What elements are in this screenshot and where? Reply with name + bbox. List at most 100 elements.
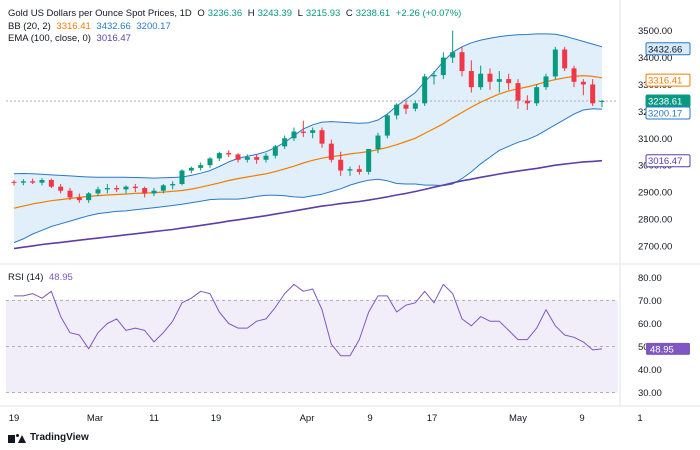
candle [328, 139, 334, 163]
candle [403, 100, 409, 115]
bb-lower-value: 3200.17 [136, 21, 171, 32]
candle [580, 79, 586, 96]
time-tick-label: Apr [300, 413, 315, 424]
ema-value: 3016.47 [96, 33, 131, 44]
high-label: H [247, 8, 255, 19]
candle [375, 132, 381, 154]
candle [160, 184, 166, 194]
candle-body [142, 188, 148, 194]
rsi-legend: RSI (14) 48.95 [8, 272, 76, 284]
price-tick-label: 3100.00 [638, 134, 672, 145]
bb-basis-tag-box [645, 73, 691, 87]
time-tick-label: 9 [367, 413, 372, 424]
time-tick-label: 17 [427, 413, 438, 424]
candle-body [198, 165, 204, 168]
bb-upper-price-tag: 3432.66 [645, 42, 691, 56]
candle [142, 186, 148, 198]
candle [11, 179, 17, 186]
time-tick-label: 19 [211, 413, 222, 424]
bb-label[interactable]: BB (20, 2) [8, 21, 51, 32]
candle-body [487, 73, 493, 82]
ema-legend: EMA (100, close, 0) 3016.47 [8, 33, 134, 45]
candle [506, 73, 512, 90]
candle-body [347, 169, 353, 171]
candle [562, 46, 568, 72]
candle-body [114, 188, 120, 190]
candle-body [440, 57, 446, 76]
candle-body [468, 71, 474, 88]
candle [30, 178, 36, 184]
candle [282, 135, 288, 150]
price-tick-label: 2800.00 [638, 214, 672, 225]
candle-body [216, 153, 222, 159]
bb-legend: BB (20, 2) 3316.41 3432.66 3200.17 [8, 21, 174, 33]
candle-body [412, 103, 418, 109]
price-tick-label: 3500.00 [638, 26, 672, 37]
candle [440, 52, 446, 80]
candle-body [524, 100, 530, 104]
high-value: 3243.39 [257, 8, 292, 19]
candle [198, 162, 204, 171]
bb-basis-tag-label: 3316.41 [648, 76, 682, 87]
ema-label[interactable]: EMA (100, close, 0) [8, 33, 91, 44]
candle [272, 145, 278, 159]
candle [310, 127, 316, 139]
candle-body [160, 185, 166, 191]
close-label: C [345, 8, 353, 19]
close-price-tag: 3238.61 [645, 94, 691, 108]
low-value: 3215.93 [305, 8, 341, 19]
candle [104, 184, 110, 194]
rsi-tick-label: 80.00 [638, 273, 662, 284]
close-tag-label: 3238.61 [648, 96, 682, 107]
candle-body [235, 154, 241, 160]
candle-body [394, 104, 400, 116]
candle-body [319, 130, 325, 144]
time-tick-label: May [509, 413, 527, 424]
change-value: +2.26 (+0.07%) [395, 8, 462, 19]
bb-lower-tag-box [645, 106, 691, 120]
candle-body [310, 130, 316, 133]
bb-basis-value: 3316.41 [56, 21, 91, 32]
candle [552, 46, 558, 80]
candle-body [356, 169, 362, 172]
candle [114, 185, 120, 193]
rsi-value-tag: 48.95 [646, 342, 690, 355]
candle-body [86, 193, 92, 201]
candle [524, 95, 530, 111]
open-value: 3236.36 [207, 8, 243, 19]
candle [188, 166, 194, 174]
close-value: 3238.61 [355, 8, 391, 19]
candle-body [403, 104, 409, 109]
time-tick-label: 1 [637, 413, 642, 424]
ema-tag-box [645, 154, 691, 168]
rsi-value: 48.95 [49, 272, 73, 283]
price-legend: Gold US Dollars per Ounce Spot Prices, 1… [8, 8, 464, 20]
candle-body [226, 153, 232, 155]
candle [468, 60, 474, 93]
candle-body [478, 73, 484, 88]
candle-body [254, 157, 260, 160]
candle [207, 157, 213, 168]
bb-lower-price-tag: 3200.17 [645, 106, 691, 120]
symbol-title[interactable]: Gold US Dollars per Ounce Spot Prices, 1… [8, 8, 192, 19]
candle-body [244, 157, 250, 160]
candle-body [170, 184, 176, 186]
candle [347, 166, 353, 176]
candle [571, 65, 577, 88]
candle [95, 186, 101, 197]
tradingview-logo[interactable]: TradingView [8, 432, 89, 443]
rsi-label[interactable]: RSI (14) [8, 272, 44, 283]
candle [216, 151, 222, 162]
candle-body [366, 149, 372, 172]
rsi-tick-label: 70.00 [638, 296, 662, 307]
candle [366, 149, 372, 175]
candle [422, 73, 428, 106]
candle [459, 46, 465, 77]
candle [356, 165, 362, 175]
candle-body [534, 87, 540, 104]
candle-body [67, 190, 73, 198]
candle-body [496, 79, 502, 82]
candle-body [291, 131, 297, 139]
candle-body [282, 138, 288, 147]
